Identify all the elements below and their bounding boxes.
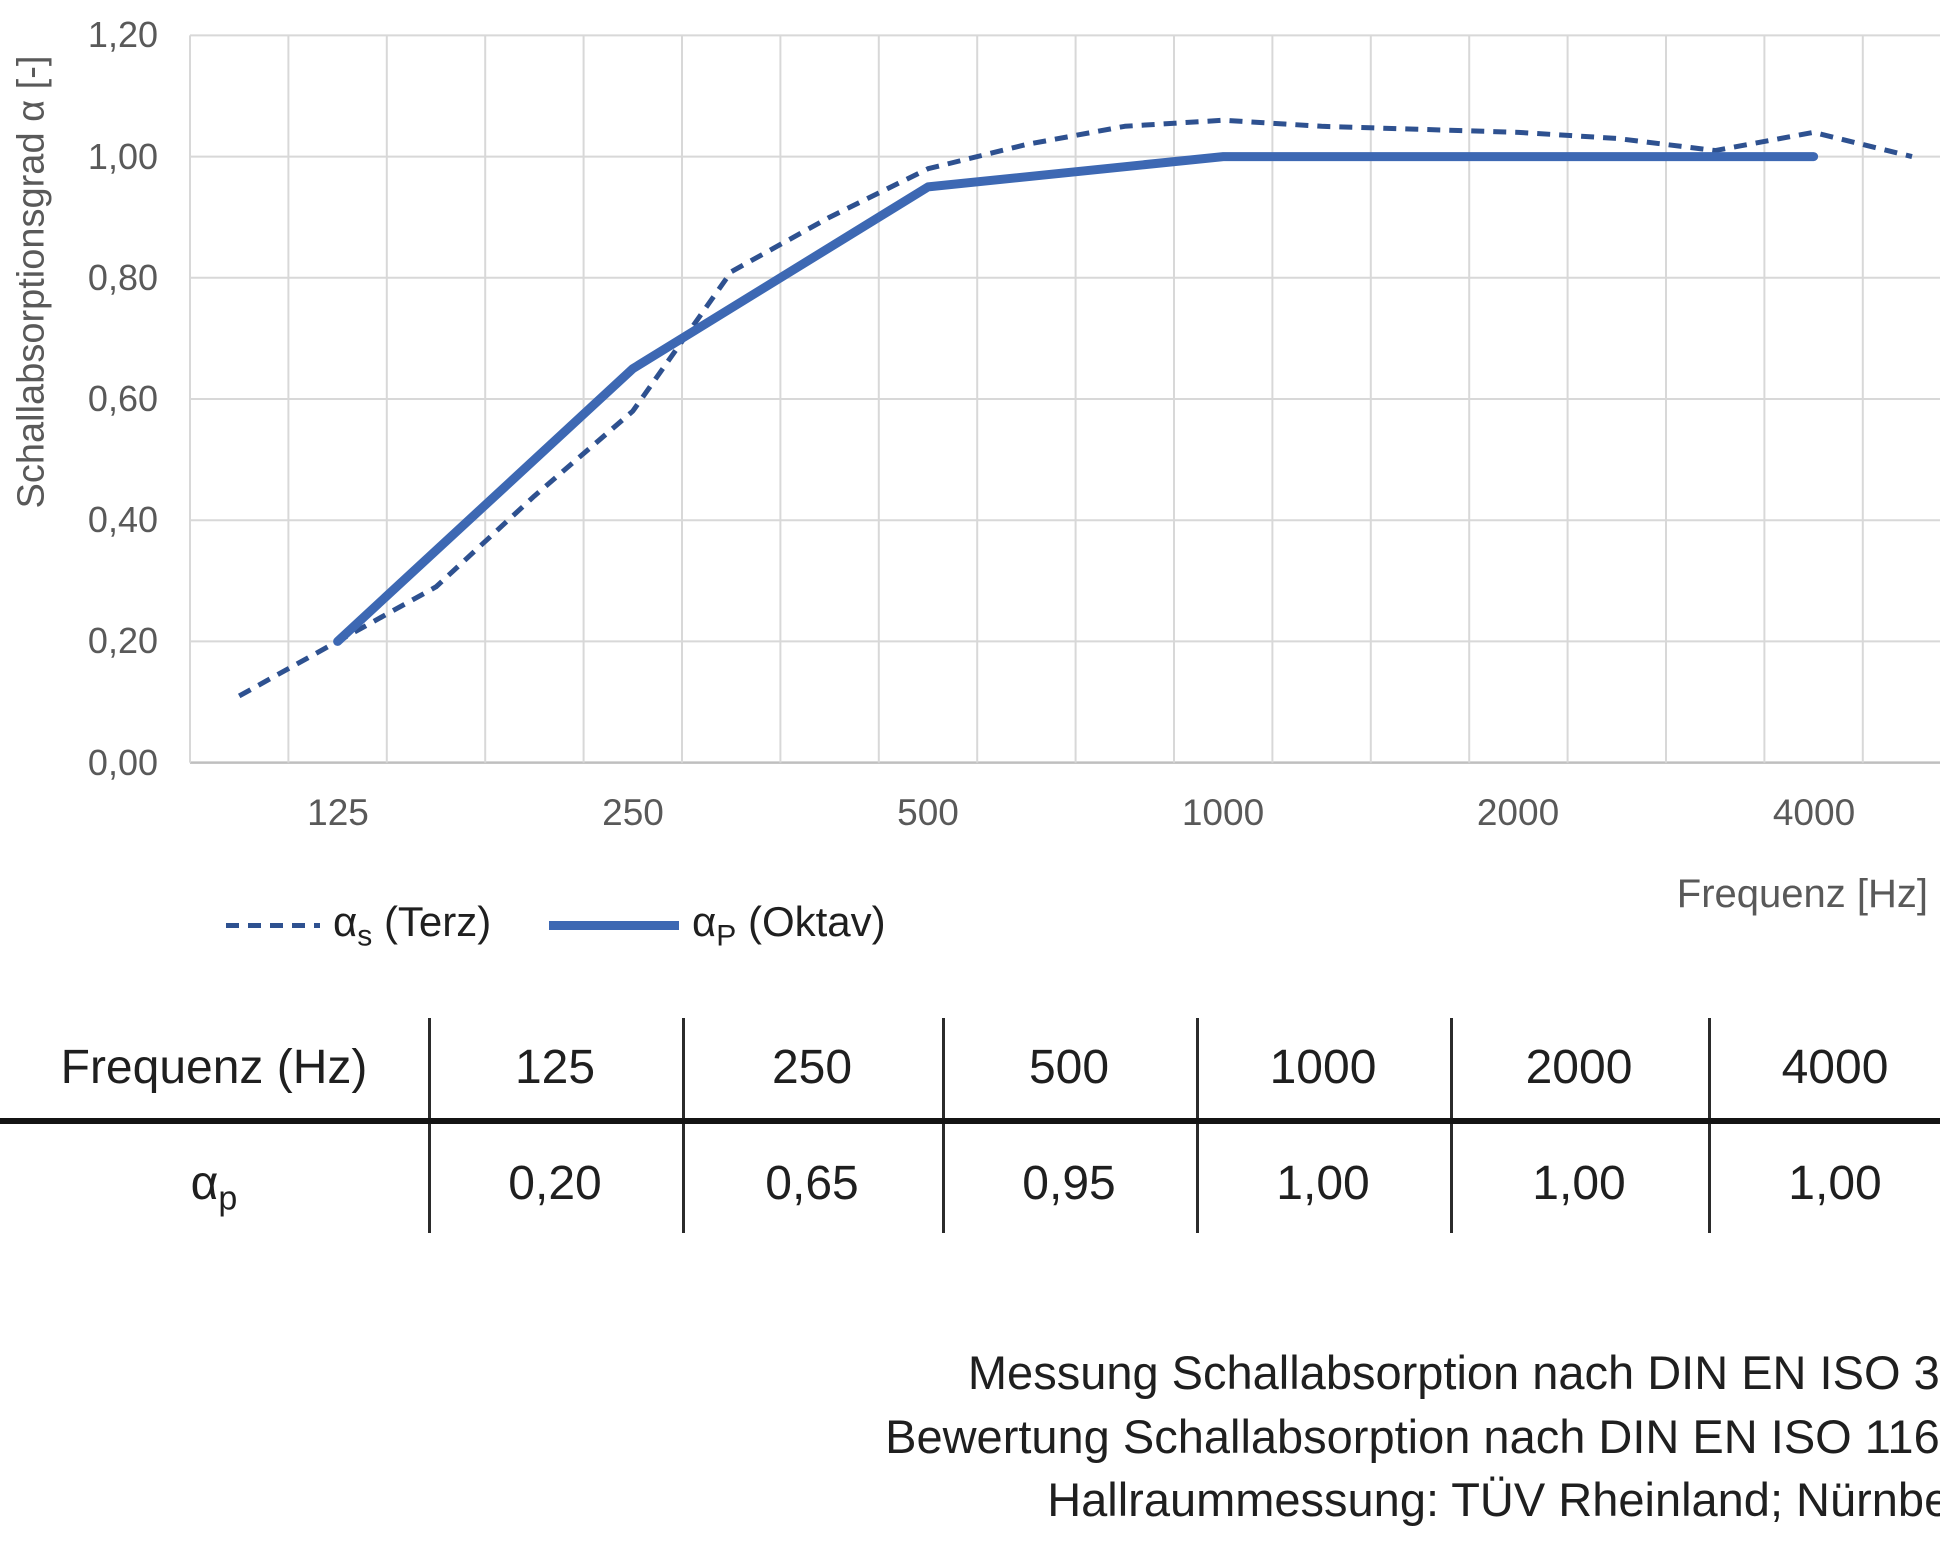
legend-dashed-sample xyxy=(226,923,320,928)
y-axis-tick: 0,40 xyxy=(87,499,158,540)
table-header-cell: 125 xyxy=(514,1041,596,1094)
absorption-chart xyxy=(189,34,1940,764)
table-divider xyxy=(1196,1018,1199,1233)
table-header-cell: 1000 xyxy=(1269,1041,1377,1094)
table-divider xyxy=(428,1018,431,1233)
x-axis-label: 2000 xyxy=(1476,792,1560,833)
y-axis-tick: 1,20 xyxy=(87,14,158,55)
table-header-cell: 4000 xyxy=(1781,1041,1889,1094)
y-axis-tick: 0,20 xyxy=(87,620,158,661)
legend-item-oktav: αP (Oktav) xyxy=(692,898,886,953)
footer-lab-note: Hallraummessung: TÜV Rheinland; Nürnberg xyxy=(1047,1473,1940,1526)
table-header-cell: Frequenz (Hz) xyxy=(60,1041,368,1094)
x-axis-label: 1000 xyxy=(1181,792,1265,833)
table-value-cell: 1,00 xyxy=(1276,1157,1370,1210)
table-value-cell: 0,65 xyxy=(765,1157,859,1210)
absorption-table: Frequenz (Hz) 125 250 500 1000 2000 4000… xyxy=(0,1018,1940,1233)
x-axis-label: 125 xyxy=(307,792,369,833)
chart-legend: αs (Terz) αP (Oktav) xyxy=(0,890,1000,960)
table-header-rule xyxy=(0,1118,1940,1124)
table-divider xyxy=(942,1018,945,1233)
footer-measurement-standard: Messung Schallabsorption nach DIN EN ISO… xyxy=(967,1346,1940,1399)
legend-item-terz: αs (Terz) xyxy=(333,898,492,953)
legend-solid-sample xyxy=(549,921,679,930)
table-row-label: αp xyxy=(190,1157,238,1218)
table-header-cell: 2000 xyxy=(1525,1041,1633,1094)
y-axis-tick: 1,00 xyxy=(87,136,158,177)
y-axis-tick: 0,60 xyxy=(87,378,158,419)
x-axis-label: 500 xyxy=(897,792,959,833)
table-divider xyxy=(682,1018,685,1233)
table-divider xyxy=(1708,1018,1711,1233)
series-line-oktav-solid xyxy=(333,152,1819,646)
table-value-cell: 0,95 xyxy=(1022,1157,1116,1210)
x-axis-label: 250 xyxy=(602,792,664,833)
y-axis-tick: 0,80 xyxy=(87,257,158,298)
series-line-terz-dashed xyxy=(237,117,1913,699)
table-header-cell: 500 xyxy=(1028,1041,1110,1094)
table-value-cell: 1,00 xyxy=(1532,1157,1626,1210)
y-axis-tick: 0,00 xyxy=(87,742,158,783)
table-value-cell: 0,20 xyxy=(508,1157,602,1210)
table-header-cell: 250 xyxy=(771,1041,853,1094)
table-divider xyxy=(1450,1018,1453,1233)
table-value-cell: 1,00 xyxy=(1788,1157,1882,1210)
x-axis-title: Frequenz [Hz] xyxy=(1676,872,1928,916)
x-axis-label: 4000 xyxy=(1772,792,1856,833)
footer-rating-standard: Bewertung Schallabsorption nach DIN EN I… xyxy=(885,1410,1940,1463)
